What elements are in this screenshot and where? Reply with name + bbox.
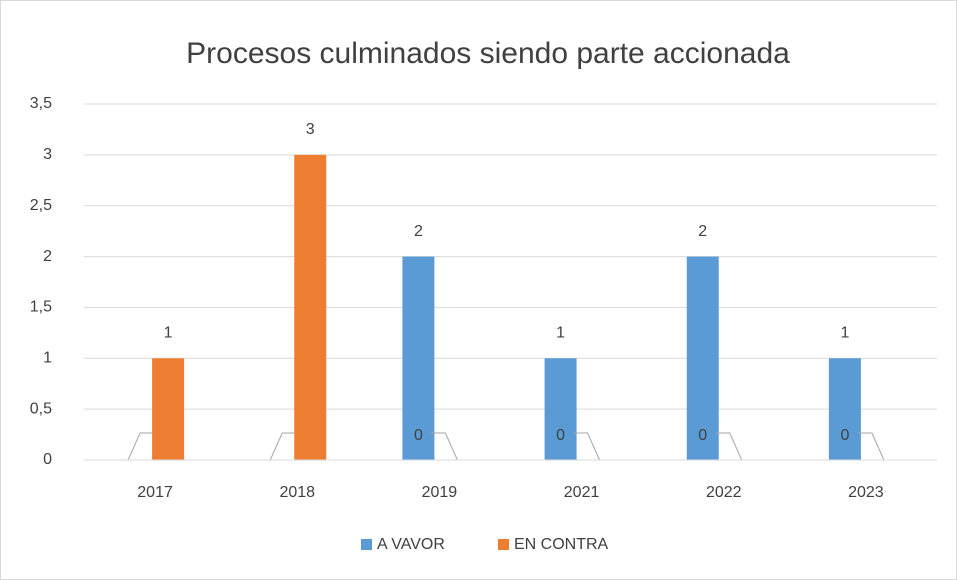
leader-line xyxy=(857,432,885,461)
chart-title: Procesos culminados siendo parte acciona… xyxy=(186,37,790,70)
y-tick-label: 3,5 xyxy=(30,95,52,112)
data-label: 0 xyxy=(840,427,849,444)
x-tick-label: 2017 xyxy=(137,484,173,501)
leader-line xyxy=(715,432,743,461)
bar xyxy=(402,256,435,460)
data-label: 1 xyxy=(840,325,849,342)
bar xyxy=(828,358,861,460)
leader-line xyxy=(573,432,601,461)
data-label: 0 xyxy=(698,427,707,444)
legend-swatch xyxy=(498,539,509,550)
y-tick-label: 1 xyxy=(43,350,52,367)
y-tick-label: 1,5 xyxy=(30,299,52,316)
data-label: 0 xyxy=(556,427,565,444)
leader-line xyxy=(431,432,458,461)
x-tick-label: 2018 xyxy=(279,484,315,501)
data-label: 1 xyxy=(556,325,565,342)
bar xyxy=(544,358,577,460)
bar xyxy=(294,154,327,460)
bar xyxy=(152,358,185,460)
data-label: 3 xyxy=(306,121,315,138)
data-label: 2 xyxy=(414,223,423,240)
y-tick-label: 0 xyxy=(43,451,52,468)
y-tick-label: 0,5 xyxy=(30,400,52,417)
x-tick-label: 2021 xyxy=(564,484,600,501)
y-tick-label: 2 xyxy=(43,248,52,265)
data-label: 1 xyxy=(164,325,173,342)
x-tick-label: 2019 xyxy=(422,484,458,501)
bar xyxy=(686,256,719,460)
legend-swatch xyxy=(361,539,372,550)
x-tick-label: 2022 xyxy=(706,484,742,501)
x-tick-label: 2023 xyxy=(848,484,884,501)
leader-line xyxy=(127,432,153,461)
data-label: 0 xyxy=(414,427,423,444)
legend-label: EN CONTRA xyxy=(514,536,609,553)
y-tick-label: 3 xyxy=(43,146,52,163)
leader-line xyxy=(269,432,295,461)
data-label: 2 xyxy=(698,223,707,240)
legend-label: A VAVOR xyxy=(377,536,445,553)
y-tick-label: 2,5 xyxy=(30,197,52,214)
